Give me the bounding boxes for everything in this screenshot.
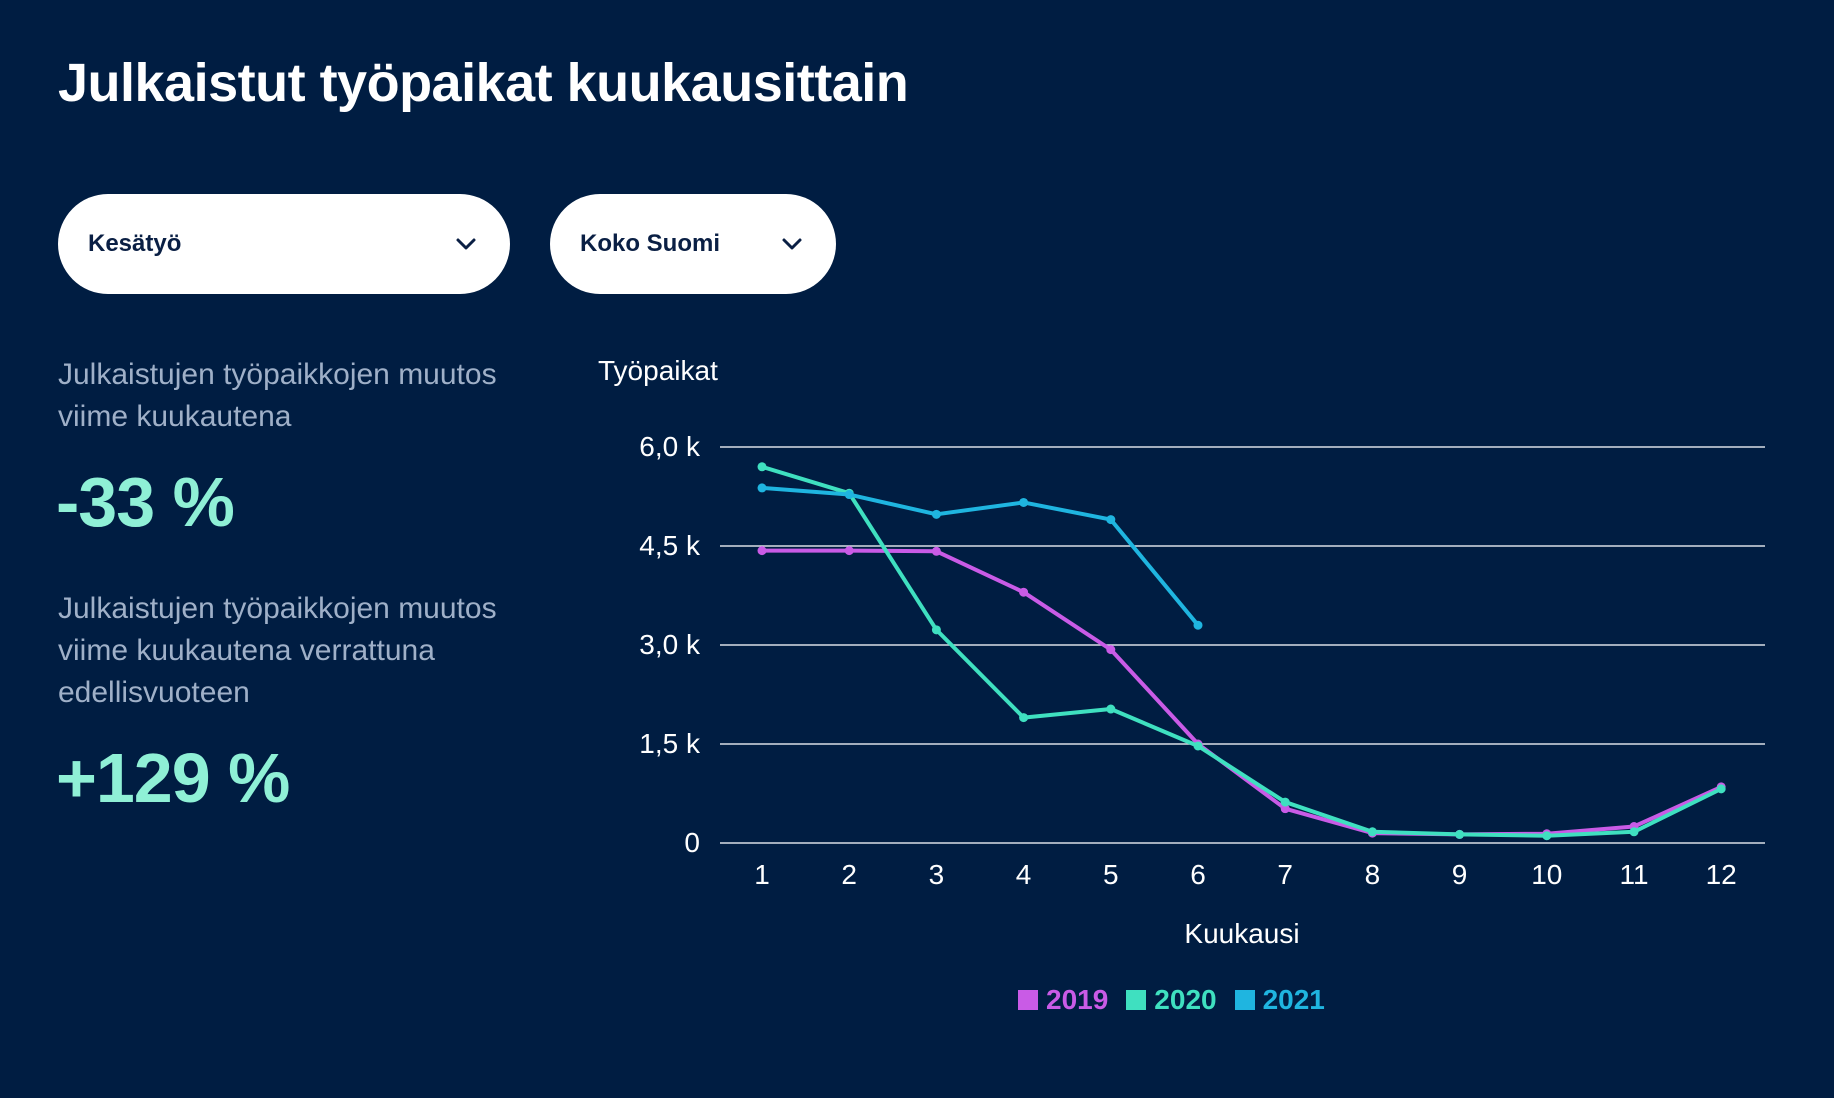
x-tick-label: 5 (1103, 859, 1119, 890)
kpi-monthly-change-label: Julkaistujen työpaikkojen muutos viime k… (58, 358, 497, 433)
kpi-yoy-change-value: +129 % (56, 739, 290, 817)
x-tick-label: 10 (1531, 859, 1562, 890)
data-point-2020 (1106, 704, 1116, 714)
data-point-2020 (1280, 797, 1290, 807)
legend-swatch (1018, 990, 1038, 1010)
data-point-2020 (1193, 741, 1203, 751)
series-line-2021 (760, 485, 1200, 628)
data-point-2019 (1106, 645, 1116, 655)
x-tick-label: 7 (1277, 859, 1293, 890)
y-tick-label: 3,0 k (639, 629, 701, 660)
data-point-2020 (1367, 827, 1377, 837)
data-point-2021 (1193, 620, 1203, 630)
x-tick-label: 3 (929, 859, 945, 890)
x-tick-label: 2 (841, 859, 857, 890)
x-tick-label: 1 (754, 859, 770, 890)
data-point-2020 (757, 462, 767, 472)
y-tick-label: 1,5 k (639, 728, 701, 759)
region-select[interactable]: Koko Suomi (550, 194, 836, 294)
legend-swatch (1234, 990, 1255, 1010)
data-point-2021 (1106, 515, 1116, 525)
region-select-value: Koko Suomi (580, 230, 721, 257)
data-point-2020 (931, 625, 941, 635)
page-title: Julkaistut työpaikat kuukausittain (58, 53, 909, 113)
x-tick-label: 11 (1619, 859, 1648, 890)
x-axis-title: Kuukausi (1184, 918, 1299, 949)
kpi-yoy-change-label: Julkaistujen työpaikkojen muutos viime k… (58, 592, 497, 709)
data-point-2019 (844, 546, 854, 556)
y-tick-label: 0 (684, 827, 700, 858)
data-point-2021 (931, 509, 941, 519)
kpi-monthly-change-value: -33 % (56, 463, 235, 541)
chevron-down-icon (782, 238, 802, 250)
data-point-2021 (844, 490, 854, 500)
series-line-2020 (760, 464, 1724, 838)
legend-item-2020[interactable]: 2020 (1126, 984, 1217, 1016)
y-tick-label: 6,0 k (639, 431, 701, 462)
chart-legend: 2019 2020 2021 (1018, 984, 1325, 1016)
y-axis-title: Työpaikat (598, 355, 718, 386)
legend-swatch (1126, 990, 1147, 1010)
x-tick-label: 4 (1016, 859, 1032, 890)
y-tick-label: 4,5 k (639, 530, 701, 561)
data-point-2020 (1542, 831, 1552, 841)
data-point-2019 (1280, 804, 1290, 814)
legend-label: 2019 (1046, 984, 1109, 1015)
data-point-2021 (1019, 497, 1029, 507)
data-point-2019 (757, 546, 767, 556)
data-point-2020 (1629, 827, 1639, 837)
data-point-2020 (1716, 784, 1726, 794)
series-line-2019 (760, 548, 1724, 837)
data-point-2019 (1019, 587, 1029, 597)
job-type-select[interactable]: Kesätyö (58, 194, 510, 294)
data-point-2020 (1455, 829, 1465, 839)
legend-label: 2020 (1154, 984, 1217, 1015)
data-point-2021 (757, 483, 767, 493)
data-point-2019 (931, 546, 941, 556)
chevron-down-icon (456, 238, 476, 250)
legend-label: 2021 (1262, 984, 1325, 1015)
line-chart: 01,5 k3,0 k4,5 k6,0 k1 2 3 4 5 6 7 8 9 10 11 12Työp… (598, 355, 1765, 949)
legend-item-2021[interactable]: 2021 (1234, 984, 1325, 1016)
x-tick-label: 8 (1365, 859, 1381, 890)
legend-item-2019[interactable]: 2019 (1018, 984, 1108, 1016)
x-tick-label: 9 (1452, 859, 1468, 890)
job-type-select-value: Kesätyö (88, 230, 182, 257)
x-tick-label: 6 (1190, 859, 1206, 890)
x-tick-label: 12 (1706, 859, 1737, 890)
data-point-2020 (1019, 713, 1029, 723)
